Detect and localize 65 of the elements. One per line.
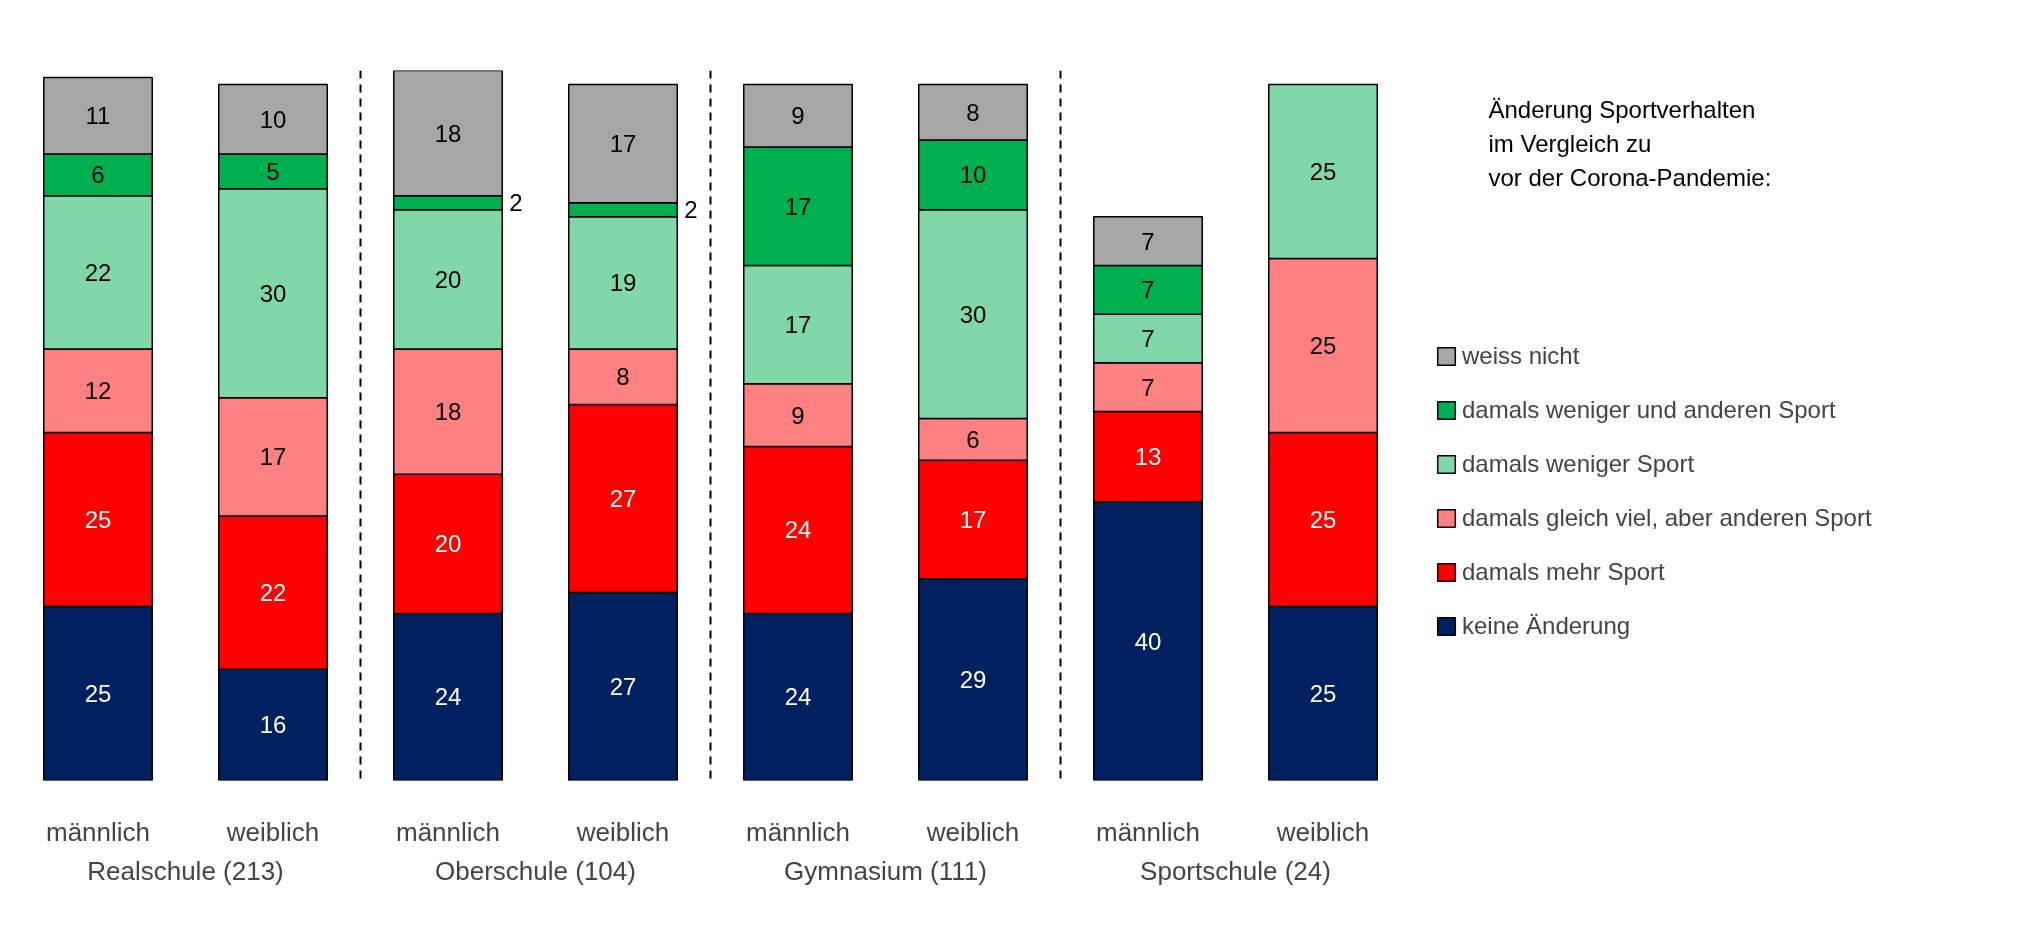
data-label: 40 [1134, 627, 1162, 655]
data-label: 25 [1309, 505, 1337, 533]
data-label: 18 [434, 119, 462, 147]
x-tick-label: weiblich [1275, 816, 1370, 847]
data-label: 11 [85, 102, 111, 130]
x-tick-label: weiblich [575, 816, 670, 847]
text: Realschule (213) [87, 855, 284, 886]
text: Sportschule (24) [1140, 855, 1331, 886]
legend-label: damals gleich viel, aber anderen Sport [1462, 504, 1872, 532]
data-label: 18 [434, 398, 462, 426]
x-tick-label: männlich [395, 816, 501, 847]
data-label: 16 [259, 711, 287, 739]
data-label: 9 [791, 102, 805, 130]
data-label: 25 [1309, 679, 1337, 707]
data-label: 24 [434, 683, 462, 711]
data-label: 19 [609, 269, 637, 297]
data-label: 6 [966, 425, 980, 453]
data-label: 22 [259, 579, 287, 607]
data-label: 17 [609, 130, 637, 158]
text: Oberschule (104) [435, 855, 636, 886]
x-tick-label: weiblich [925, 816, 1020, 847]
data-label: 7 [1141, 227, 1155, 255]
data-label: 2 [684, 196, 698, 224]
x-tick-label: männlich [745, 816, 851, 847]
data-label: 24 [784, 516, 812, 544]
data-label: 17 [784, 311, 812, 339]
data-label: 12 [84, 377, 112, 405]
data-label: 25 [1309, 157, 1337, 185]
data-label: 8 [966, 98, 980, 126]
data-label: 9 [791, 401, 805, 429]
data-label: 30 [259, 279, 287, 307]
x-tick-label: männlich [1095, 816, 1201, 847]
data-label: 25 [84, 505, 112, 533]
data-label: 6 [91, 161, 105, 189]
data-label: 25 [84, 679, 112, 707]
data-label: 20 [434, 530, 462, 558]
data-label: 20 [434, 265, 462, 293]
data-label: 7 [1141, 324, 1155, 352]
legend-label: damals mehr Sport [1462, 558, 1665, 586]
data-label: 13 [1134, 443, 1162, 471]
data-label: 30 [959, 300, 987, 328]
data-label: 17 [259, 443, 287, 471]
data-label: 8 [616, 363, 630, 391]
data-label: 27 [609, 673, 637, 701]
data-label: 7 [1141, 373, 1155, 401]
data-label: 25 [1309, 331, 1337, 359]
data-label: 29 [959, 666, 987, 694]
text: Gymnasium (111) [784, 855, 987, 886]
data-label: 17 [959, 505, 987, 533]
legend-label: damals weniger Sport [1462, 450, 1695, 478]
data-label: 27 [609, 485, 637, 513]
legend-label: weiss nicht [1462, 342, 1580, 370]
legend-title: Änderung Sportverhalten im Vergleich zu vor der Corona-Pandemie: [1488, 95, 1772, 191]
data-label: 10 [259, 105, 287, 133]
x-tick-label: männlich [45, 816, 151, 847]
legend-label: damals weniger und anderen Sport [1462, 396, 1836, 424]
data-label: 24 [784, 683, 812, 711]
x-tick-label: weiblich [225, 816, 320, 847]
legend-label: keine Änderung [1462, 612, 1631, 640]
data-label: 5 [266, 157, 280, 185]
data-label: 17 [784, 192, 812, 220]
data-label: 7 [1141, 276, 1155, 304]
data-label: 22 [84, 258, 112, 286]
data-label: 10 [959, 161, 987, 189]
data-label: 2 [509, 189, 523, 217]
